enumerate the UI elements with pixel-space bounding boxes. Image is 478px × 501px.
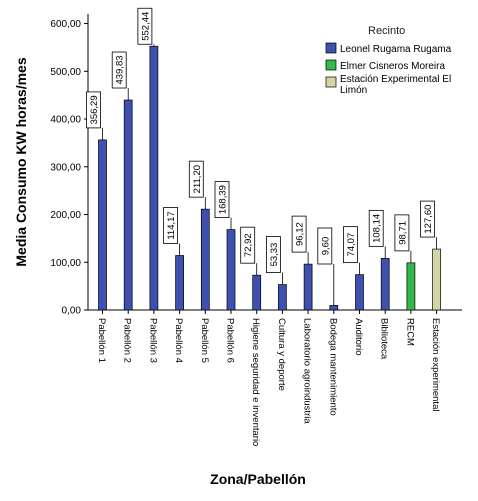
bar <box>200 208 210 311</box>
legend: Recinto Leonel Rugama Rugama Elmer Cisne… <box>325 25 452 96</box>
data-label-box <box>214 181 230 219</box>
data-label-box <box>420 200 436 238</box>
legend-label-estacion-line2: Limón <box>340 85 367 96</box>
data-label-box <box>188 160 204 198</box>
legend-swatch-estacion <box>325 76 337 88</box>
x-tick-label: Higiene seguridad e inventario <box>250 318 261 446</box>
x-tick-label: Pabellón 2 <box>122 318 133 363</box>
data-label: 168,39 <box>218 185 229 214</box>
plot-area: 0,00 100,00 200,00 300,00 400,00 500,00 600,00… <box>50 7 462 446</box>
y-tick-label: 300,00 <box>50 162 81 173</box>
x-tick-label: Laboratorio agroindustria <box>302 318 313 424</box>
data-label-box <box>394 214 410 252</box>
y-tick-label: 0,00 <box>62 306 82 317</box>
bar <box>278 284 287 311</box>
bar <box>329 305 339 311</box>
x-tick-label: Pabellón 1 <box>96 318 107 363</box>
bar <box>252 274 262 311</box>
data-label: 114,17 <box>166 211 177 239</box>
data-label-box <box>86 91 101 129</box>
legend-label-estacion-line1: Estación Experimental El <box>340 74 451 85</box>
bar <box>175 255 184 311</box>
data-label: 9,60 <box>320 237 331 256</box>
bar <box>123 99 133 311</box>
data-label-box <box>163 207 179 244</box>
data-label-box <box>317 227 333 265</box>
data-label-box <box>291 215 307 253</box>
x-tick-label: Biblioteca <box>379 318 390 360</box>
data-label-box <box>368 209 384 247</box>
data-label: 72,92 <box>243 233 254 257</box>
x-tick-label: Bodega mantenimiento <box>327 318 338 416</box>
data-label-box <box>137 7 153 45</box>
y-axis-title: Media Consumo KW horas/mes <box>13 57 29 266</box>
data-label-box <box>265 236 281 273</box>
bar <box>406 262 416 311</box>
legend-title: Recinto <box>368 25 405 37</box>
y-tick-label: 200,00 <box>50 210 81 221</box>
x-tick-label: RECM <box>404 318 415 346</box>
legend-label-elmer: Elmer Cisneros Moreira <box>340 61 445 72</box>
bar <box>380 258 390 311</box>
data-label: 96,12 <box>295 222 306 246</box>
data-label: 552,44 <box>140 12 151 41</box>
data-label-box <box>111 51 127 89</box>
bar <box>303 263 313 311</box>
legend-label-leonel: Leonel Rugama Rugama <box>340 44 452 55</box>
data-label: 74,07 <box>346 233 357 257</box>
x-tick-label: Estación experimental <box>430 318 441 411</box>
data-label: 127,60 <box>423 205 434 234</box>
x-tick-label: Auditorio <box>353 318 364 356</box>
data-label: 108,14 <box>372 214 383 243</box>
y-tick-label: 400,00 <box>50 115 81 126</box>
x-tick-label: Pabellón 3 <box>147 318 158 363</box>
data-label: 439,83 <box>115 55 126 84</box>
bar <box>149 45 159 311</box>
y-tick-label: 500,00 <box>50 67 81 78</box>
x-axis-title: Zona/Pabellón <box>210 471 306 487</box>
data-label-box <box>343 226 358 264</box>
bar <box>432 248 441 311</box>
bar <box>226 229 236 311</box>
x-tick-label: Pabellón 6 <box>225 318 236 363</box>
x-tick-label: Cultura y deporte <box>276 318 287 391</box>
data-label: 98,71 <box>397 221 408 245</box>
bar <box>355 274 364 311</box>
legend-swatch-leonel <box>325 42 337 54</box>
data-label-box <box>240 226 256 264</box>
data-label: 211,20 <box>192 165 203 193</box>
y-tick-label: 100,00 <box>50 258 81 269</box>
data-label: 53,33 <box>269 243 280 267</box>
legend-swatch-elmer <box>325 59 337 71</box>
y-tick-label: 600,00 <box>50 19 81 30</box>
x-tick-label: Pabellón 5 <box>199 318 210 363</box>
bar <box>98 139 107 311</box>
x-tick-label: Pabellón 4 <box>173 318 184 363</box>
data-label: 356,29 <box>89 95 100 124</box>
